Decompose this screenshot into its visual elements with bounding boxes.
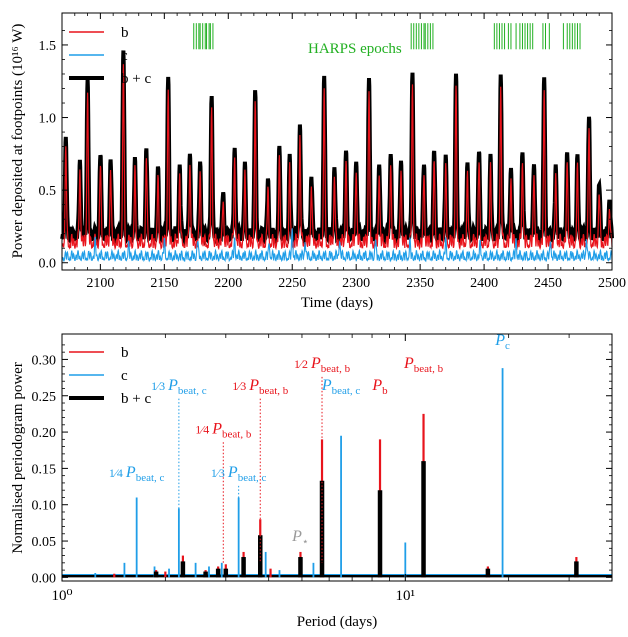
series-c-line — [61, 228, 613, 263]
annotation-label: P⋆ — [291, 528, 309, 548]
annotation-label: 1⁄2 Pbeat, b — [294, 355, 351, 375]
annotation-label: Pc — [494, 332, 510, 352]
annotation-label: Pbeat, b — [403, 355, 444, 375]
time-series-frame — [61, 12, 613, 271]
periodogram-legend: b c b + c — [69, 345, 151, 407]
time-series-ytick-label: 0.0 — [39, 257, 57, 272]
annotation-label: 1⁄3 Pbeat, b — [232, 377, 289, 397]
time-series-xtick-label: 2400 — [470, 276, 498, 291]
periodogram-xlabel: Period (days) — [297, 614, 377, 630]
harps-epochs-label: HARPS epochs — [308, 41, 402, 57]
periodogram-ytick-label: 0.05 — [32, 535, 57, 550]
time-series-xtick-label: 2300 — [342, 276, 370, 291]
periodogram-frame — [61, 333, 613, 582]
time-series-xlabel: Time (days) — [301, 295, 373, 311]
legend-b-label-2: b — [121, 345, 129, 361]
series-b-line — [61, 64, 613, 251]
time-series-ytick-label: 0.5 — [39, 184, 57, 199]
annotation-label: 1⁄4 Pbeat, c — [109, 464, 165, 484]
time-series-xtick-label: 2500 — [598, 276, 626, 291]
legend-bc-label: b + c — [121, 71, 151, 87]
time-series-xtick-label: 2450 — [534, 276, 562, 291]
periodogram-ylabel: Normalised periodogram power — [10, 362, 26, 554]
time-series-xtick-label: 2200 — [214, 276, 242, 291]
time-series-legend: b c b + c — [69, 25, 151, 87]
legend-c-label: c — [121, 48, 128, 64]
periodogram-ytick-label: 0.15 — [32, 462, 57, 477]
periodogram-xtick-label: 10⁰ — [51, 588, 72, 604]
annotation-label: 1⁄3 Pbeat, c — [211, 464, 267, 484]
time-series-xtick-label: 2350 — [406, 276, 434, 291]
legend-bc-label-2: b + c — [121, 391, 151, 407]
time-series-ytick-label: 1.0 — [39, 112, 57, 127]
annotation-label: 1⁄4 Pbeat, b — [195, 421, 252, 441]
time-series-xtick-label: 2150 — [150, 276, 178, 291]
periodogram-ytick-label: 0.20 — [32, 426, 57, 441]
annotation-label: Pbeat, c — [321, 377, 361, 397]
legend-c-label-2: c — [121, 368, 128, 384]
time-series-ytick-label: 1.5 — [39, 39, 57, 54]
periodogram-xtick-label: 10¹ — [396, 588, 416, 604]
annotation-label: Pb — [371, 377, 388, 397]
time-series-ylabel: Power deposited at footpoints (10¹⁶ W) — [10, 24, 26, 259]
periodogram-ytick-label: 0.30 — [32, 353, 57, 368]
periodogram-ytick-label: 0.25 — [32, 390, 57, 405]
time-series-xtick-label: 2250 — [278, 276, 306, 291]
periodogram-ytick-label: 0.10 — [32, 499, 57, 514]
periodogram-panel: 10⁰ 10¹ 0.00 0.05 0.10 0.15 0.20 0.25 0.30 1⁄4 P… — [10, 332, 613, 630]
time-series-xtick-label: 2100 — [86, 276, 114, 291]
time-series-panel: 2100 2150 2200 2250 2300 2350 2400 2450 2500 0.0 0… — [10, 12, 626, 311]
legend-b-label: b — [121, 25, 129, 41]
periodogram-ytick-label: 0.00 — [32, 571, 57, 586]
annotation-label: 1⁄3 Pbeat, c — [151, 377, 207, 397]
